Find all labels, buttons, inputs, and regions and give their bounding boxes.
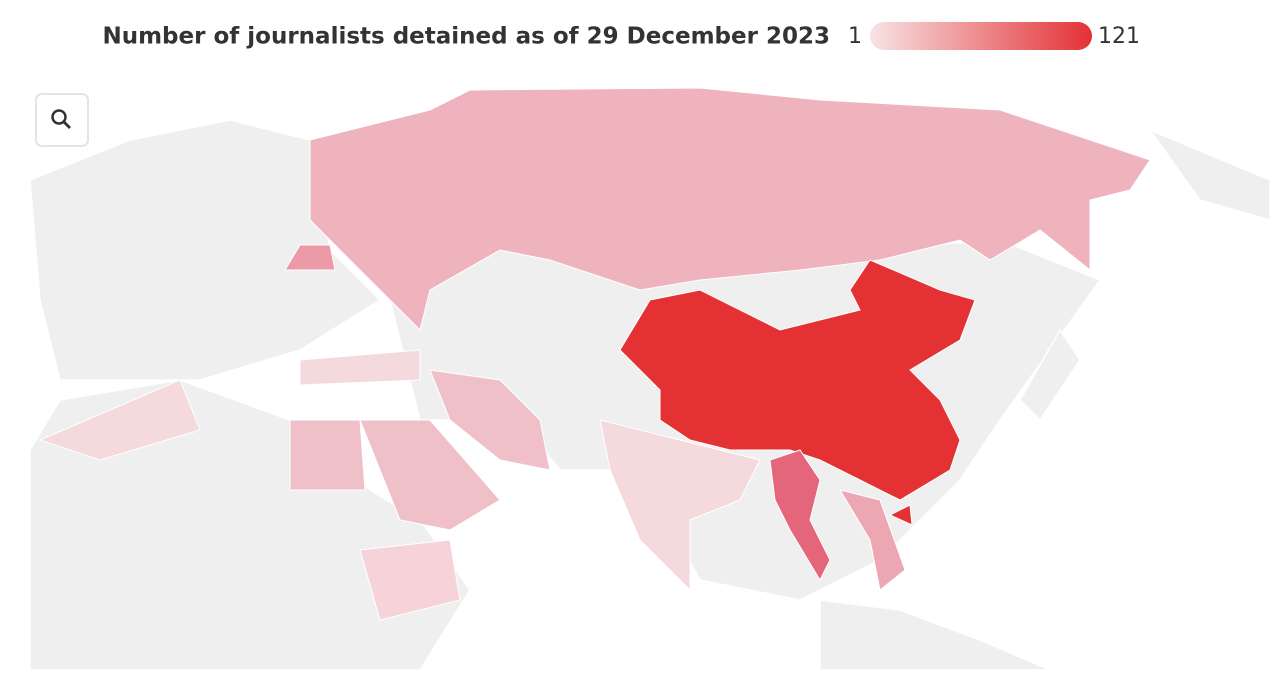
country <box>38 379 201 461</box>
country <box>838 489 906 591</box>
land <box>29 119 382 381</box>
country <box>599 419 761 592</box>
search-button[interactable] <box>35 93 89 147</box>
country <box>309 87 1151 331</box>
search-box[interactable] <box>35 93 89 147</box>
search-icon <box>63 121 71 129</box>
country <box>888 504 913 526</box>
legend-scale <box>870 22 1092 50</box>
country <box>299 349 421 386</box>
country <box>284 244 336 271</box>
country <box>359 539 461 621</box>
legend-max: 121 <box>1098 24 1140 49</box>
land <box>819 599 1051 671</box>
map <box>29 87 1271 671</box>
legend-title: Number of journalists detained as of 29 … <box>102 24 830 50</box>
country <box>429 369 551 471</box>
search-icon <box>51 109 67 125</box>
legend-min: 1 <box>848 24 862 49</box>
land <box>1147 128 1271 221</box>
country <box>359 419 501 531</box>
country <box>619 259 976 501</box>
country <box>289 419 366 491</box>
country <box>769 449 831 582</box>
land <box>1019 328 1081 422</box>
